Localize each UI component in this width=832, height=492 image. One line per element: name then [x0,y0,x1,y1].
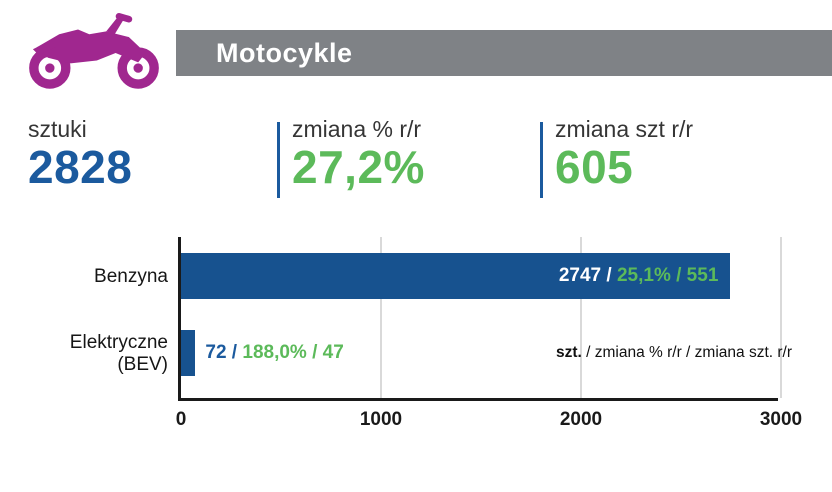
x-tick-0: 0 [175,409,187,430]
stat-percent-change-value: 27,2% [292,141,425,193]
stat-percent-change: zmiana % r/r 27,2% [292,116,425,191]
stat-units-change: zmiana szt r/r 605 [555,116,693,191]
chart-legend-note: szt. / zmiana % r/r / zmiana szt. r/r [556,344,792,362]
x-tick-1000: 1000 [359,409,403,430]
bar-benzyna: 2747 / 25,1% / 551 [181,253,731,299]
stat-units: sztuki 2828 [28,116,132,191]
stat-divider [277,122,280,198]
x-tick-2000: 2000 [559,409,603,430]
section-header: Motocykle [176,30,832,76]
gridline [580,237,582,398]
section-title: Motocykle [216,37,353,68]
stat-units-value: 2828 [28,141,133,193]
stat-units-change-value: 605 [555,141,634,193]
bar-bev-separator: / [226,342,243,363]
bar-benzyna-changes: 25,1% / 551 [616,265,719,286]
stat-units-label: sztuki [28,116,87,142]
bar-bev-units: 72 [205,342,227,363]
bar-label-bev: 72 / 188,0% / 47 [205,330,343,376]
stat-percent-change-label: zmiana % r/r [292,116,422,142]
chart-legend-note-bold: szt. [556,344,582,361]
bar-bev-changes: 188,0% / 47 [242,342,344,363]
category-label-benzyna: Benzyna [94,266,168,287]
stat-units-change-label: zmiana szt r/r [555,116,694,142]
category-label-elektryczne-bev: Elektryczne (BEV) [69,332,168,375]
bar-elektryczne-bev [181,330,196,376]
chart-legend-note-rest: / zmiana % r/r / zmiana szt. r/r [581,344,792,361]
motorcycle-icon [22,6,166,100]
gridline [380,237,382,398]
x-tick-3000: 3000 [759,409,803,430]
gridline [780,237,782,398]
stat-divider [540,122,543,198]
bar-benzyna-separator: / [601,265,617,286]
bar-benzyna-units: 2747 [558,265,602,286]
plot-area: 2747 / 25,1% / 551 72 / 188,0% / 47 szt.… [178,237,792,401]
